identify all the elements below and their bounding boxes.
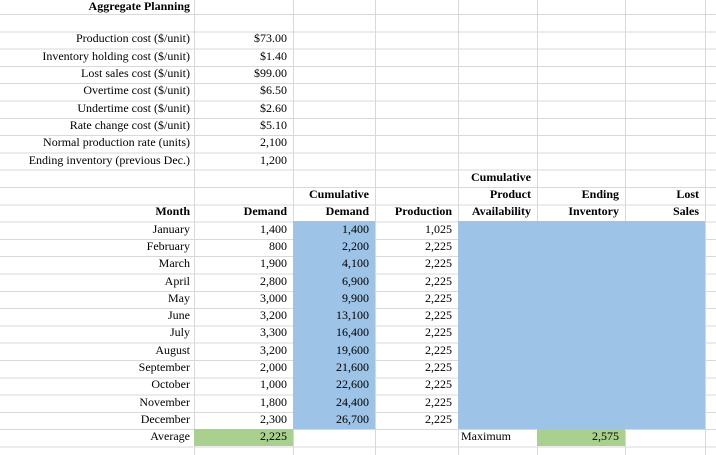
cell-production[interactable]: 2,225	[425, 325, 452, 340]
cell-maximum-label[interactable]: Maximum	[461, 429, 511, 444]
cell-demand[interactable]: 1,000	[260, 377, 287, 392]
cell-average-label[interactable]: Average	[150, 429, 190, 444]
cell-month[interactable]: September	[138, 360, 190, 375]
cell-production[interactable]: 1,025	[425, 221, 452, 236]
cell-demand[interactable]: 800	[269, 239, 287, 253]
param-label-production-cost[interactable]: Production cost ($/unit)	[76, 31, 190, 46]
cell-month[interactable]: August	[155, 342, 190, 357]
cell-cumulative-demand[interactable]: 16,400	[293, 324, 375, 343]
cell-month[interactable]: November	[139, 394, 190, 409]
param-value-inventory-holding-cost[interactable]: $1.40	[260, 48, 287, 63]
cell-cumulative-demand[interactable]: 19,600	[293, 342, 375, 360]
param-value-ending-inventory-prev[interactable]: 1,200	[260, 152, 287, 167]
header-month[interactable]: Month	[155, 204, 190, 219]
cell-production[interactable]: 2,225	[425, 273, 452, 288]
param-value-lost-sales-cost[interactable]: $99.00	[254, 66, 287, 81]
header-lost-sales-line2[interactable]: Sales	[672, 204, 699, 219]
cell-cumulative-demand[interactable]: 2,200	[293, 238, 375, 256]
cell-production[interactable]: 2,225	[425, 239, 452, 253]
cell-cumulative-demand[interactable]: 26,700	[293, 411, 375, 429]
cell-month[interactable]: April	[164, 273, 190, 288]
param-label-rate-change-cost[interactable]: Rate change cost ($/unit)	[69, 117, 190, 132]
cell-average-value[interactable]: 2,225	[194, 428, 293, 446]
cell-month[interactable]: June	[168, 308, 190, 323]
cell-demand[interactable]: 2,300	[260, 411, 287, 426]
header-cum-product-availability-line3[interactable]: Availability	[471, 204, 531, 219]
cell-production[interactable]: 2,225	[425, 377, 452, 392]
cell-maximum-value[interactable]: 2,575	[537, 428, 625, 446]
param-label-undertime-cost[interactable]: Undertime cost ($/unit)	[77, 100, 190, 115]
cell-cumulative-demand[interactable]: 22,600	[293, 376, 375, 395]
cell-cumulative-demand[interactable]: 21,600	[293, 359, 375, 377]
cell-demand[interactable]: 2,800	[260, 273, 287, 288]
cell-month[interactable]: July	[169, 325, 190, 340]
cell-month[interactable]: May	[168, 290, 190, 305]
param-label-ending-inventory-prev[interactable]: Ending inventory (previous Dec.)	[28, 152, 190, 167]
param-label-overtime-cost[interactable]: Overtime cost ($/unit)	[83, 83, 190, 98]
param-value-production-cost[interactable]: $73.00	[254, 31, 287, 46]
param-value-normal-production-rate[interactable]: 2,100	[260, 135, 287, 150]
cell-cumulative-demand[interactable]: 24,400	[293, 394, 375, 412]
param-value-undertime-cost[interactable]: $2.60	[260, 100, 287, 115]
cell-production[interactable]: 2,225	[425, 411, 452, 426]
cell-cumulative-demand[interactable]: 6,900	[293, 272, 375, 291]
header-cumulative-demand-line1[interactable]: Cumulative	[309, 187, 369, 202]
cell-production[interactable]: 2,225	[425, 308, 452, 323]
cell-month[interactable]: January	[152, 221, 190, 236]
cell-demand[interactable]: 1,400	[260, 221, 287, 236]
cell-cumulative-demand[interactable]: 1,400	[293, 221, 375, 239]
header-production[interactable]: Production	[394, 204, 452, 219]
header-ending-inventory-line2[interactable]: Inventory	[568, 204, 619, 219]
cell-production[interactable]: 2,225	[425, 290, 452, 305]
blue-highlight-region[interactable]	[458, 221, 705, 429]
header-cum-product-availability-line1[interactable]: Cumulative	[471, 169, 531, 184]
header-lost-sales-line1[interactable]: Lost	[676, 187, 699, 202]
cell-demand[interactable]: 3,300	[260, 325, 287, 340]
cell-demand[interactable]: 3,000	[260, 290, 287, 305]
cell-month[interactable]: February	[146, 239, 190, 253]
param-value-rate-change-cost[interactable]: $5.10	[260, 117, 287, 132]
cell-production[interactable]: 2,225	[425, 360, 452, 375]
cell-cumulative-demand[interactable]: 4,100	[293, 255, 375, 273]
header-ending-inventory-line1[interactable]: Ending	[581, 187, 619, 202]
header-demand[interactable]: Demand	[243, 204, 287, 219]
sheet-title-cell[interactable]: Aggregate Planning	[88, 0, 190, 13]
param-label-lost-sales-cost[interactable]: Lost sales cost ($/unit)	[81, 66, 190, 81]
cell-demand[interactable]: 3,200	[260, 308, 287, 323]
cell-cumulative-demand[interactable]: 9,900	[293, 290, 375, 308]
cell-cumulative-demand[interactable]: 13,100	[293, 307, 375, 325]
header-cum-product-availability-line2[interactable]: Product	[489, 187, 531, 202]
cell-month[interactable]: December	[140, 411, 190, 426]
cell-production[interactable]: 2,225	[425, 256, 452, 271]
cell-demand[interactable]: 2,000	[260, 360, 287, 375]
cell-demand[interactable]: 1,900	[260, 256, 287, 271]
header-cumulative-demand-line2[interactable]: Demand	[325, 204, 369, 219]
cell-month[interactable]: March	[158, 256, 190, 271]
param-label-normal-production-rate[interactable]: Normal production rate (units)	[43, 135, 190, 150]
cell-month[interactable]: October	[151, 377, 190, 392]
cell-production[interactable]: 2,225	[425, 342, 452, 357]
cell-demand[interactable]: 1,800	[260, 394, 287, 409]
cell-demand[interactable]: 3,200	[260, 342, 287, 357]
param-value-overtime-cost[interactable]: $6.50	[260, 83, 287, 98]
param-label-inventory-holding-cost[interactable]: Inventory holding cost ($/unit)	[42, 48, 190, 63]
cell-production[interactable]: 2,225	[425, 394, 452, 409]
